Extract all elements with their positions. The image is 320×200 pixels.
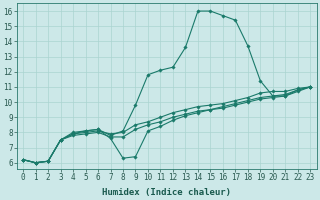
X-axis label: Humidex (Indice chaleur): Humidex (Indice chaleur) (102, 188, 231, 197)
